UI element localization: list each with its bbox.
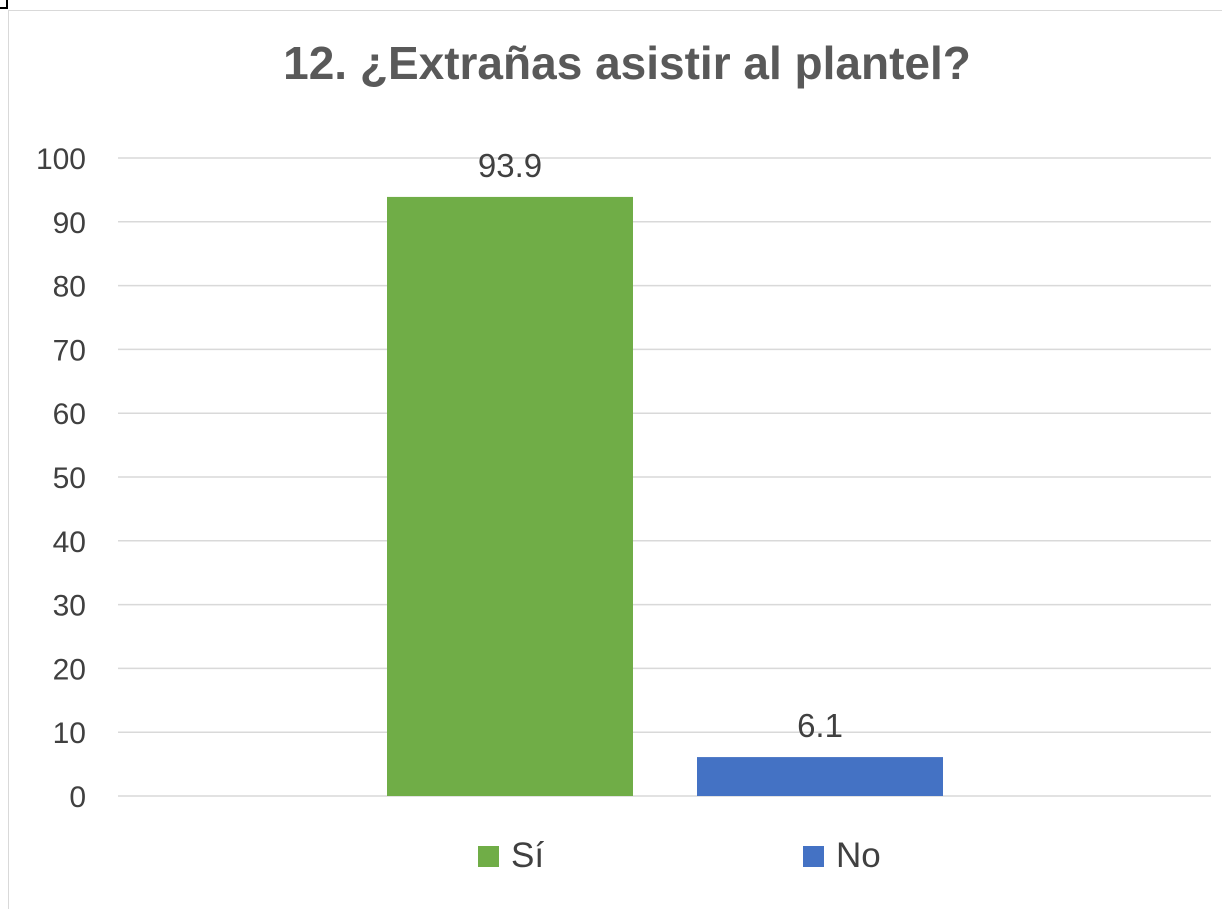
legend: Sí No xyxy=(0,832,1222,882)
data-label-no: 6.1 xyxy=(797,707,843,744)
legend-item-si: Sí xyxy=(478,832,544,880)
data-label-si: 93.9 xyxy=(478,147,542,184)
y-tick-label-90: 90 xyxy=(53,207,86,240)
y-tick-label-30: 30 xyxy=(53,590,86,623)
y-tick-label-80: 80 xyxy=(53,271,86,304)
bar-si xyxy=(387,196,633,797)
y-tick-label-20: 20 xyxy=(53,653,86,686)
y-tick-label-100: 100 xyxy=(36,143,86,176)
y-tick-label-40: 40 xyxy=(53,526,86,559)
legend-swatch-no xyxy=(803,845,824,867)
y-tick-label-0: 0 xyxy=(69,781,86,814)
legend-swatch-si xyxy=(478,845,499,867)
legend-label-si: Sí xyxy=(511,836,545,875)
y-tick-label-70: 70 xyxy=(53,334,86,367)
y-tick-label-10: 10 xyxy=(53,717,86,750)
corner-mark xyxy=(0,0,8,9)
y-tick-label-60: 60 xyxy=(53,398,86,431)
legend-item-no: No xyxy=(803,832,881,880)
y-tick-label-50: 50 xyxy=(53,462,86,495)
chart-title: 12. ¿Extrañas asistir al plantel? xyxy=(283,37,971,89)
legend-label-no: No xyxy=(836,836,881,875)
bar-no xyxy=(697,757,943,796)
